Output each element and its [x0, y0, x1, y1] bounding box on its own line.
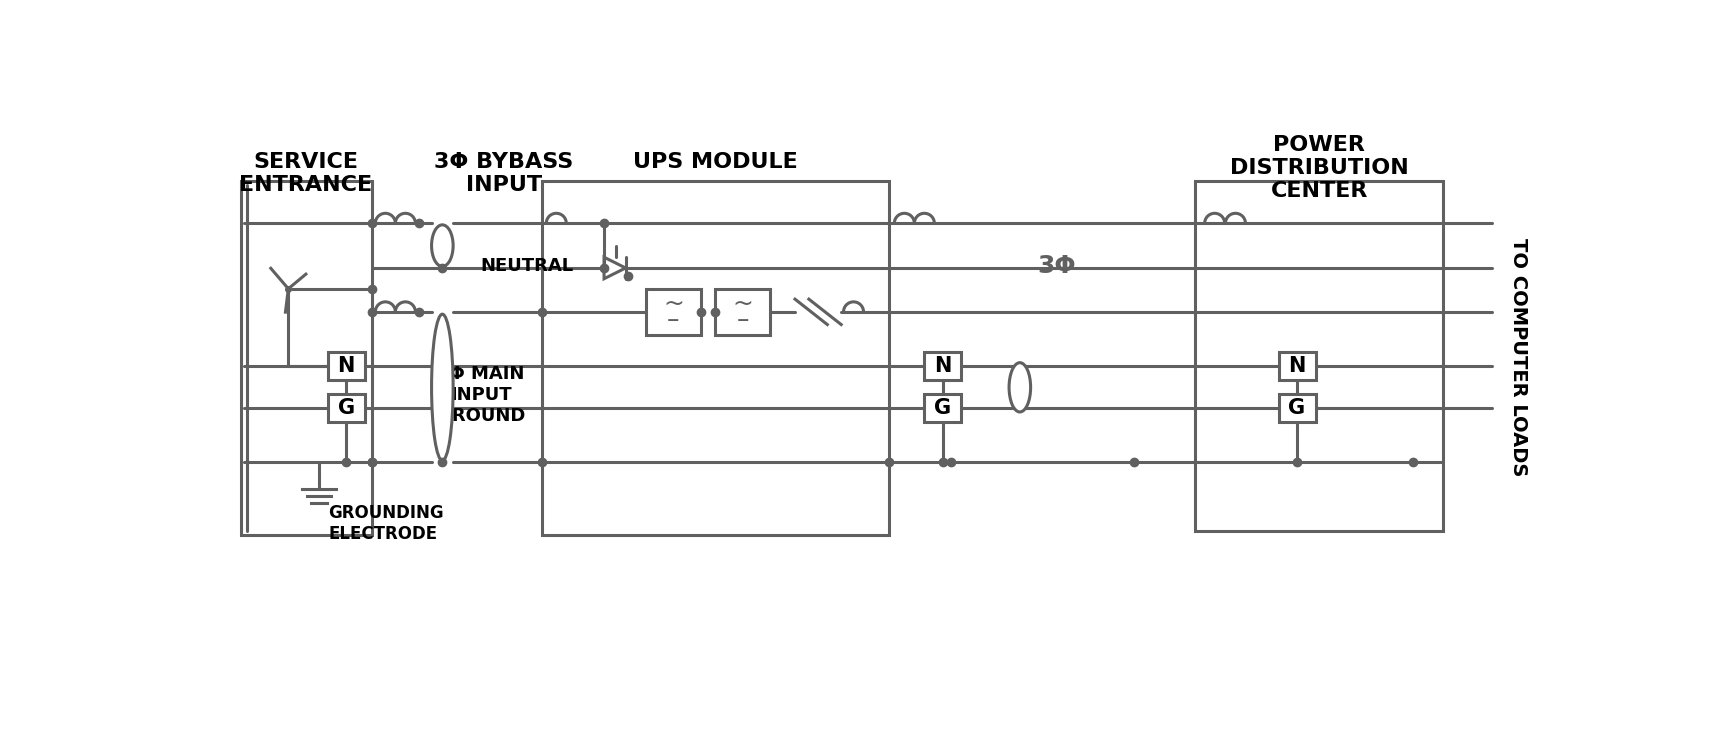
Text: G: G — [337, 398, 354, 418]
Text: TO COMPUTER LOADS: TO COMPUTER LOADS — [1510, 238, 1529, 477]
Bar — [543, 181, 888, 535]
Ellipse shape — [431, 314, 454, 461]
Bar — [715, 289, 770, 335]
Bar — [924, 394, 962, 422]
Text: POWER
DISTRIBUTION
CENTER: POWER DISTRIBUTION CENTER — [1230, 135, 1409, 201]
Text: 3Φ: 3Φ — [1038, 254, 1075, 277]
Text: SERVICE
ENTRANCE: SERVICE ENTRANCE — [239, 152, 373, 195]
Text: N: N — [1288, 356, 1306, 376]
Text: 3Φ BYBASS
INPUT: 3Φ BYBASS INPUT — [435, 152, 574, 195]
Text: G: G — [1288, 398, 1306, 418]
Text: NEUTRAL: NEUTRAL — [481, 257, 574, 275]
Bar — [241, 181, 371, 535]
Text: UPS MODULE: UPS MODULE — [634, 152, 799, 172]
Bar — [328, 394, 364, 422]
Bar — [328, 352, 364, 379]
Bar — [1278, 352, 1316, 379]
Text: N: N — [337, 356, 356, 376]
Text: ~: ~ — [732, 292, 752, 316]
Text: –: – — [737, 308, 749, 331]
Ellipse shape — [1008, 362, 1031, 412]
Text: –: – — [667, 308, 680, 331]
Bar — [646, 289, 701, 335]
Text: 3Φ MAIN
INPUT
GROUND: 3Φ MAIN INPUT GROUND — [436, 365, 526, 425]
Text: ~: ~ — [663, 292, 684, 316]
Ellipse shape — [431, 225, 454, 266]
Text: GROUNDING
ELECTRODE: GROUNDING ELECTRODE — [328, 504, 443, 543]
Text: N: N — [935, 356, 952, 376]
Text: G: G — [935, 398, 952, 418]
Bar — [924, 352, 962, 379]
Bar — [1278, 394, 1316, 422]
Bar — [1196, 181, 1443, 531]
